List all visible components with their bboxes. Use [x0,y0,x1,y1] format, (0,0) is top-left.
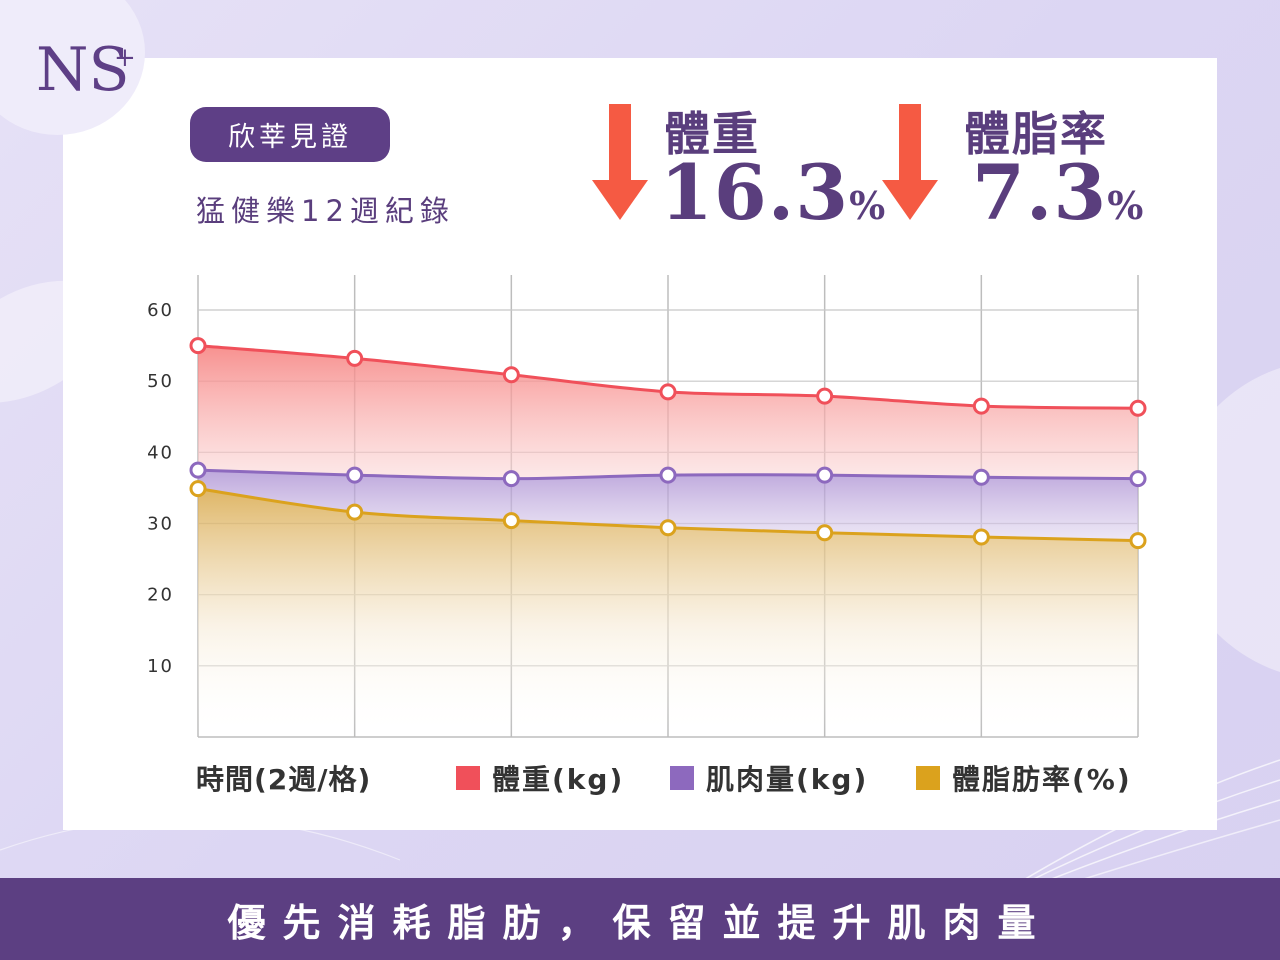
area-muscle [198,470,1138,541]
data-point-weight [502,366,520,384]
data-point-muscle [659,466,677,484]
data-point-weight [189,337,207,355]
down-arrow-icon [592,104,648,220]
data-point-fat [1129,532,1147,550]
legend-label-muscle: 肌肉量(kg) [706,763,869,796]
data-point-fat [659,519,677,537]
ns-logo: NS + [36,35,134,105]
testimonial-tag: 欣莘見證 [190,107,390,162]
bodyfat-stat-value: 7.3% [972,148,1145,237]
x-axis-label: 時間(2週/格) [196,763,372,796]
legend-item-muscle: 肌肉量(kg) [670,758,868,798]
legend-swatch-weight [456,766,480,790]
data-point-muscle [346,466,364,484]
data-point-fat [502,512,520,530]
legend-swatch-muscle [670,766,694,790]
data-point-weight [816,387,834,405]
data-point-muscle [816,466,834,484]
legend-label-fat: 體脂肪率(%) [952,763,1132,796]
area-fat [198,488,1138,737]
legend-swatch-fat [916,766,940,790]
data-point-fat [972,528,990,546]
svg-text:NS: NS [36,35,130,105]
data-point-weight [1129,399,1147,417]
footer-banner: 優先消耗脂肪，保留並提升肌肉量 [0,878,1280,960]
y-tick-label: 40 [147,442,174,463]
data-point-weight [659,383,677,401]
data-point-fat [189,480,207,498]
svg-text:+: + [114,43,134,73]
y-tick-label: 60 [147,300,174,321]
data-point-muscle [189,461,207,479]
data-point-fat [816,524,834,542]
weight-stat-value: 16.3% [660,148,887,237]
y-tick-label: 10 [147,656,174,677]
bodyfat-stat-label: 體脂率 [964,107,1108,161]
down-arrow-icon [882,104,938,220]
legend-item-weight: 體重(kg) [456,758,624,798]
data-point-muscle [972,468,990,486]
data-point-muscle [1129,470,1147,488]
y-tick-label: 20 [147,585,174,606]
area-weight [198,345,1138,479]
legend-item-fat: 體脂肪率(%) [916,758,1132,798]
legend-label-weight: 體重(kg) [492,763,625,796]
data-point-weight [346,349,364,367]
y-tick-label: 30 [147,514,174,535]
weight-stat-label: 體重 [664,107,760,161]
data-point-muscle [502,470,520,488]
data-point-fat [346,503,364,521]
record-subtitle: 猛健樂12週紀錄 [196,194,455,228]
data-point-weight [972,397,990,415]
y-tick-label: 50 [147,371,174,392]
